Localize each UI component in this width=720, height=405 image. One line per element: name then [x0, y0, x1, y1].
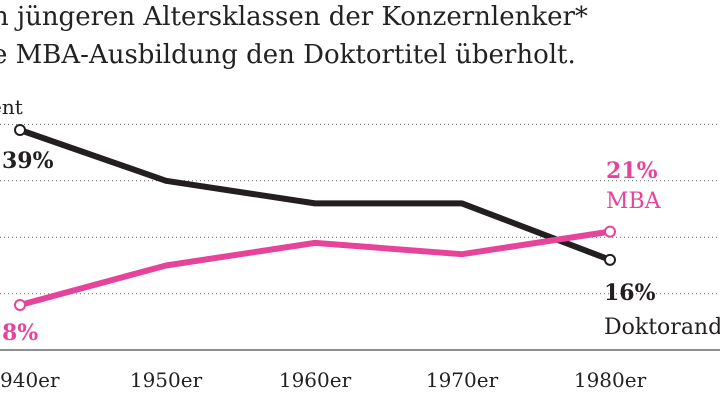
x-tick-label: 1950er: [130, 368, 203, 392]
gridlines: [0, 123, 720, 295]
mba-end-label: 21%: [606, 158, 658, 184]
chart-title-line-1: n jüngeren Altersklassen der Konzernlenk…: [0, 2, 588, 32]
point-mba-1980er: [604, 225, 616, 238]
x-tick-labels: 940er 1950er 1960er 1970er 1980er: [0, 368, 647, 392]
mba-start-label: 8%: [2, 320, 38, 346]
x-tick-label: 1980er: [574, 368, 647, 392]
y-unit-label: ent: [0, 95, 23, 119]
series-line-mba: [19, 228, 611, 308]
doktor-start-label: 39%: [2, 148, 54, 174]
x-tick-label: 1960er: [279, 368, 352, 392]
doktor-series-name: Doktorand: [604, 315, 720, 340]
series-line-doktorand: [19, 127, 612, 263]
chart-title-line-2: e MBA-Ausbildung den Doktortitel überhol…: [0, 40, 576, 70]
point-doktorand-1980er: [604, 253, 616, 266]
doktor-end-label: 16%: [604, 280, 656, 306]
x-tick-label: 1970er: [426, 368, 499, 392]
series-lines: [14, 124, 616, 311]
point-doktorand-1940er: [14, 124, 26, 136]
mba-series-name: MBA: [606, 189, 662, 214]
point-mba-1940er: [14, 299, 26, 311]
x-tick-label: 940er: [0, 368, 60, 392]
